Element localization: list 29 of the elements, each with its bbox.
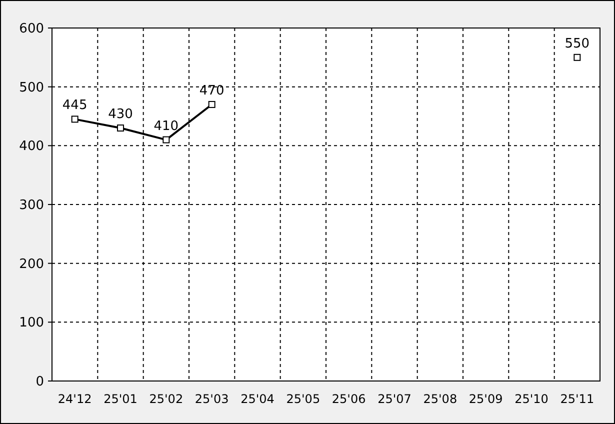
x-tick-label: 25'10 [514, 392, 548, 406]
x-tick-label: 25'02 [149, 392, 184, 406]
y-tick-label: 600 [19, 22, 44, 37]
x-tick-label: 25'07 [378, 392, 412, 406]
data-label: 470 [199, 83, 224, 98]
x-tick-label: 25'05 [286, 392, 320, 406]
point [71, 116, 78, 123]
x-tick-label: 25'06 [332, 392, 366, 406]
data-label: 445 [62, 98, 88, 114]
point [117, 124, 124, 132]
x-tick-label: 25'04 [240, 392, 274, 406]
y-tick-label: 300 [19, 198, 44, 214]
x-tick-label: 25'03 [194, 392, 229, 406]
data-label: 410 [154, 118, 179, 134]
x-tick-label: 25'01 [104, 392, 138, 406]
y-tick-label: 100 [19, 316, 44, 331]
y-tick-label: 200 [19, 256, 44, 272]
y-tick-label: 0 [36, 374, 44, 390]
y-tick-label: 400 [19, 139, 44, 154]
point [208, 100, 216, 108]
x-tick-label: 25'11 [560, 392, 594, 406]
y-tick-label: 500 [19, 80, 44, 96]
x-tick-label: 25'09 [468, 392, 503, 406]
point [574, 54, 581, 61]
data-label: 550 [564, 36, 590, 52]
point [162, 136, 170, 144]
x-tick-label: 25'08 [423, 392, 458, 406]
data-label: 430 [108, 107, 133, 122]
x-tick-label: 24'12 [58, 392, 92, 406]
